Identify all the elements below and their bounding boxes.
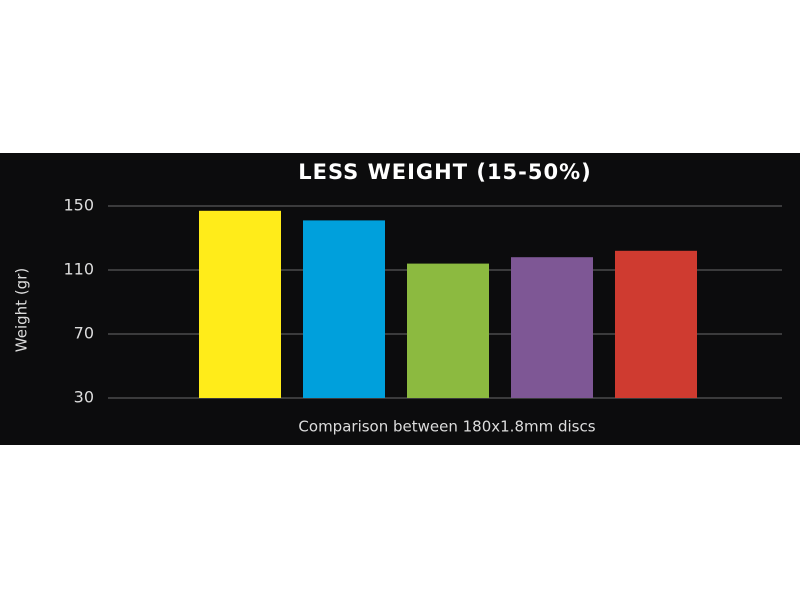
y-tick-label: 150	[63, 196, 94, 215]
y-tick-label: 110	[63, 260, 94, 279]
bar	[303, 220, 385, 398]
y-tick-label: 30	[74, 388, 94, 407]
bars	[199, 210, 697, 398]
y-tick-label: 70	[74, 324, 94, 343]
bar	[511, 257, 593, 398]
bar	[407, 263, 489, 398]
bar	[199, 210, 281, 398]
y-axis-label: Weight (gr)	[13, 268, 31, 352]
x-axis-label: Comparison between 180x1.8mm discs	[298, 418, 595, 436]
bar	[615, 250, 697, 398]
chart-title: LESS WEIGHT (15-50%)	[298, 160, 592, 184]
